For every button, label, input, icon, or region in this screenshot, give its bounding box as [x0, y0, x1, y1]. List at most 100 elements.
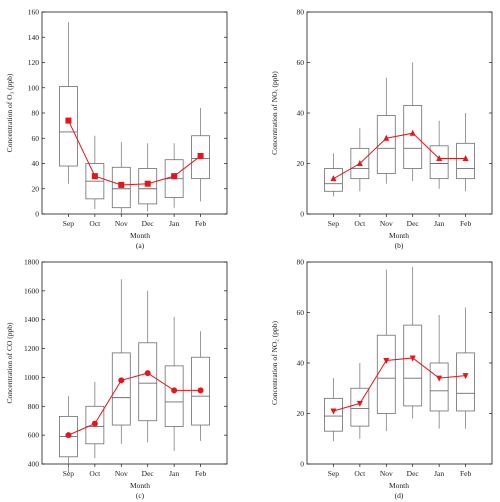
panel-label: (b): [395, 241, 404, 250]
box: [403, 105, 423, 169]
y-tick-label: 0: [300, 460, 304, 469]
box: [456, 352, 475, 412]
box: [324, 397, 343, 432]
x-tick-label: Dec: [142, 219, 155, 228]
panel-a: 0 20 40 60 80 100 120 140 160 Concentration of O₃…: [5, 8, 228, 250]
y-tick-label: 80: [32, 109, 40, 118]
panel-label: (c): [136, 491, 145, 500]
x-tick-label: Sep: [328, 219, 340, 228]
x-axis-label: Month: [130, 481, 150, 490]
y-tick-label: 1400: [24, 315, 39, 324]
x-tick-label: Nov: [115, 469, 128, 478]
y-tick-label: 20: [32, 184, 40, 193]
x-axis-label: Month: [389, 481, 409, 490]
mean-marker: [171, 387, 178, 394]
x-tick-label: Jan: [169, 469, 179, 478]
mean-line: [333, 132, 466, 180]
x-tick-label: Dec: [142, 469, 155, 478]
x-tick-label: Jan: [434, 219, 444, 228]
x-tick-label: Dec: [407, 469, 420, 478]
x-tick-label: Sep: [63, 469, 75, 478]
mean-marker: [65, 432, 72, 439]
plot-frame: [41, 261, 228, 465]
mean-marker: [118, 377, 125, 384]
box: [350, 387, 370, 427]
x-tick-label: Feb: [195, 469, 207, 478]
mean-line: [67, 120, 201, 186]
mean-marker: [462, 373, 469, 380]
panel-d: 0 20 40 60 80 Concentration of NO₂ (ppb) Sep Oc…: [270, 258, 493, 500]
y-tick-label: 60: [297, 308, 305, 317]
x-tick-label: Oct: [354, 219, 366, 228]
box: [429, 362, 449, 412]
box: [403, 324, 423, 407]
y-tick-label: 1200: [24, 344, 39, 353]
box: [429, 145, 449, 180]
mean-marker: [356, 400, 363, 407]
x-tick-label: Sep: [328, 469, 340, 478]
x-tick-label: Oct: [354, 469, 366, 478]
y-tick-label: 40: [297, 359, 305, 368]
mean-marker: [330, 408, 337, 415]
mean-marker: [65, 117, 72, 124]
mean-marker: [462, 154, 469, 161]
x-tick-label: Oct: [89, 469, 101, 478]
y-tick-label: 400: [28, 460, 40, 469]
panel-b: 0 20 40 60 80 Concentration of NOₓ (ppb) Sep Oc…: [270, 8, 493, 250]
box: [138, 342, 158, 422]
y-tick-label: 80: [297, 8, 305, 17]
x-tick-label: Feb: [460, 219, 472, 228]
y-tick-label: 40: [32, 159, 40, 168]
mean-marker: [409, 355, 416, 362]
x-tick-label: Sep: [63, 219, 75, 228]
mean-marker: [409, 129, 416, 136]
panel-label: (a): [136, 241, 145, 250]
y-tick-label: 0: [35, 210, 39, 219]
y-tick-label: 40: [297, 109, 305, 118]
mean-marker: [171, 173, 178, 180]
x-tick-label: Nov: [380, 469, 393, 478]
box: [111, 352, 131, 426]
y-tick-label: 1800: [24, 258, 39, 267]
x-tick-label: Nov: [380, 219, 393, 228]
x-tick-label: Feb: [195, 219, 207, 228]
x-tick-label: Jan: [434, 469, 444, 478]
y-tick-label: 1600: [24, 286, 39, 295]
y-axis-label: Concentration of NOₓ (ppb): [270, 71, 279, 155]
mean-marker: [356, 160, 363, 166]
x-tick-label: Jan: [169, 219, 179, 228]
y-tick-label: 140: [28, 33, 40, 42]
y-tick-label: 20: [297, 409, 305, 418]
x-tick-label: Oct: [89, 219, 101, 228]
mean-marker: [118, 181, 125, 188]
y-tick-label: 1000: [24, 373, 39, 382]
x-axis-label: Month: [130, 231, 150, 240]
y-tick-label: 80: [297, 258, 305, 267]
y-tick-label: 600: [28, 431, 40, 440]
y-axis-label: Concentration of CO (ppb): [5, 322, 14, 404]
x-tick-label: Dec: [407, 219, 420, 228]
box: [59, 86, 78, 167]
mean-marker: [383, 357, 390, 364]
panel-c: 400 600 800 1000 1200 1400 1600 1800 Concentrati…: [5, 258, 228, 500]
mean-line: [333, 357, 466, 412]
y-tick-label: 800: [28, 402, 40, 411]
x-axis-label: Month: [389, 231, 409, 240]
y-tick-label: 120: [28, 58, 40, 67]
box: [376, 334, 396, 414]
mean-line: [68, 372, 201, 436]
mean-marker: [144, 180, 151, 187]
box: [164, 365, 184, 427]
y-tick-label: 100: [28, 83, 40, 92]
y-tick-label: 60: [297, 58, 305, 67]
mean-marker: [197, 152, 204, 159]
y-axis-label: Concentration of O₃ (ppb): [5, 73, 14, 152]
mean-marker: [144, 370, 151, 377]
mean-marker: [91, 420, 98, 427]
y-tick-label: 60: [32, 134, 40, 143]
y-axis-label: Concentration of NO₂ (ppb): [270, 320, 279, 405]
x-tick-label: Nov: [115, 219, 128, 228]
y-tick-label: 0: [300, 210, 304, 219]
panel-label: (d): [395, 491, 404, 500]
